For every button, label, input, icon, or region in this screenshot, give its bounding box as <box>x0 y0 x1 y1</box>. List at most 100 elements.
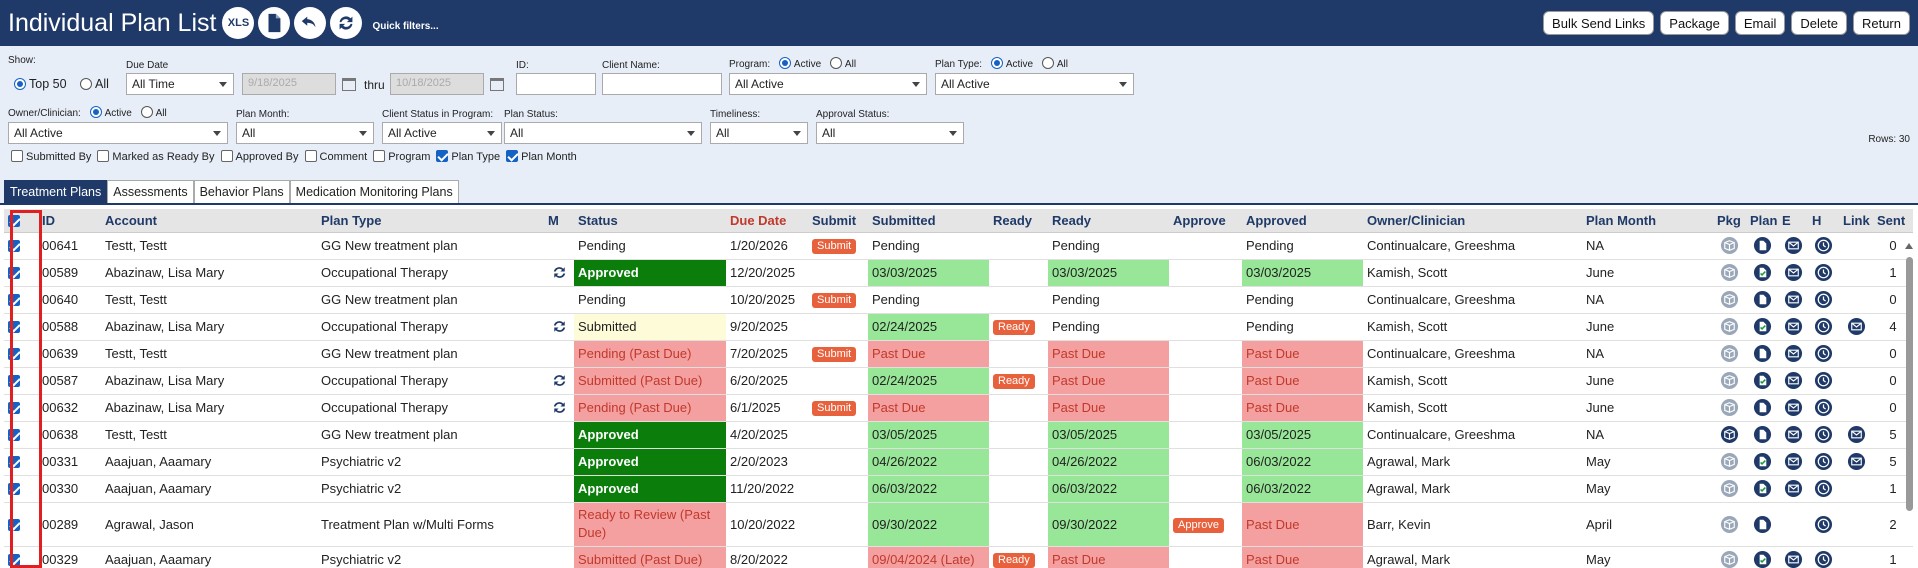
cell-account[interactable]: Testt, Testt <box>101 421 317 449</box>
calendar-icon[interactable] <box>490 78 504 91</box>
package-icon[interactable] <box>1720 371 1739 390</box>
calendar-icon[interactable] <box>342 78 356 91</box>
account-name[interactable]: Aaajuan, Aaamary <box>105 481 212 496</box>
cell-account[interactable]: Abazinaw, Lisa Mary <box>101 313 317 341</box>
plan-document-icon[interactable] <box>1753 398 1772 417</box>
history-icon[interactable] <box>1814 344 1833 363</box>
quick-filters-link[interactable]: Quick filters... <box>372 20 439 32</box>
account-name[interactable]: Abazinaw, Lisa Mary <box>105 373 225 388</box>
row-checkbox[interactable] <box>4 259 38 287</box>
plan-signed-icon[interactable] <box>1753 452 1772 471</box>
program-active-radio[interactable] <box>778 57 791 69</box>
history-icon[interactable] <box>1814 425 1833 444</box>
toggle-comment[interactable]: Comment <box>304 150 367 163</box>
account-name[interactable]: Aaajuan, Aaamary <box>105 552 212 567</box>
plan-signed-icon[interactable] <box>1753 550 1772 568</box>
plan-type-select[interactable]: All Active <box>935 73 1134 95</box>
email-icon[interactable] <box>1784 317 1803 336</box>
row-checkbox[interactable] <box>4 421 38 449</box>
plan-signed-icon[interactable] <box>1753 317 1772 336</box>
cell-account[interactable]: Aaajuan, Aaamary <box>101 475 317 503</box>
toggle-marked-ready-by[interactable]: Marked as Ready By <box>97 150 215 163</box>
timeliness-select[interactable]: All <box>710 122 808 144</box>
email-icon[interactable] <box>1784 479 1803 498</box>
col-h[interactable]: H <box>1808 209 1839 233</box>
row-checkbox[interactable] <box>4 475 38 503</box>
col-plan[interactable]: Plan <box>1746 209 1778 233</box>
table-row[interactable]: 00329 Aaajuan, Aaamary Psychiatric v2 Submi… <box>4 546 1913 568</box>
cell-account[interactable]: Abazinaw, Lisa Mary <box>101 367 317 395</box>
package-icon[interactable] <box>1720 452 1739 471</box>
date-from-input[interactable]: 9/18/2025 <box>242 73 336 95</box>
client-name-input[interactable] <box>602 73 722 95</box>
table-row[interactable]: 00589 Abazinaw, Lisa Mary Occupational The… <box>4 259 1913 287</box>
table-row[interactable]: 00632 Abazinaw, Lisa Mary Occupational The… <box>4 394 1913 422</box>
package-icon[interactable] <box>1720 317 1739 336</box>
ready-button[interactable]: Ready <box>993 374 1035 389</box>
col-approve[interactable]: Approve <box>1169 209 1242 233</box>
package-icon[interactable] <box>1720 236 1739 255</box>
email-icon[interactable] <box>1784 398 1803 417</box>
package-icon[interactable] <box>1720 263 1739 282</box>
account-name[interactable]: Testt, Testt <box>105 346 167 361</box>
bulk-send-links-button[interactable]: Bulk Send Links <box>1543 11 1655 35</box>
history-icon[interactable] <box>1814 317 1833 336</box>
row-checkbox[interactable] <box>4 367 38 395</box>
tab-assessments[interactable]: Assessments <box>107 180 194 203</box>
tab-treatment-plans[interactable]: Treatment Plans <box>4 180 108 203</box>
submit-button[interactable]: Submit <box>812 347 857 362</box>
submit-button[interactable]: Submit <box>812 401 857 416</box>
plan-document-icon[interactable] <box>1753 344 1772 363</box>
col-status[interactable]: Status <box>574 209 726 233</box>
table-row[interactable]: 00331 Aaajuan, Aaamary Psychiatric v2 Appro… <box>4 448 1913 476</box>
sync-icon[interactable] <box>550 398 569 417</box>
row-checkbox[interactable] <box>4 232 38 260</box>
package-icon[interactable] <box>1720 515 1739 534</box>
refresh-icon[interactable] <box>330 7 363 39</box>
package-icon[interactable] <box>1720 344 1739 363</box>
toggle-submitted-by[interactable]: Submitted By <box>11 150 91 163</box>
link-email-icon[interactable] <box>1847 317 1866 336</box>
undo-icon[interactable] <box>294 7 327 39</box>
row-checkbox[interactable] <box>4 546 38 568</box>
row-checkbox[interactable] <box>4 313 38 341</box>
table-row[interactable]: 00639 Testt, Testt GG New treatment plan Pe… <box>4 340 1913 368</box>
xls-export-icon[interactable]: XLS <box>222 7 255 39</box>
account-name[interactable]: Testt, Testt <box>105 292 167 307</box>
ready-button[interactable]: Ready <box>993 553 1035 568</box>
toggle-program[interactable]: Program <box>373 150 430 163</box>
sync-icon[interactable] <box>550 317 569 336</box>
row-checkbox[interactable] <box>4 286 38 314</box>
due-date-select[interactable]: All Time <box>126 73 234 95</box>
col-submit[interactable]: Submit <box>808 209 868 233</box>
plan-type-all-radio[interactable] <box>1041 57 1054 69</box>
cell-account[interactable]: Agrawal, Jason <box>101 502 317 547</box>
email-icon[interactable] <box>1784 236 1803 255</box>
ready-button[interactable]: Ready <box>993 320 1035 335</box>
submit-button[interactable]: Submit <box>812 293 857 308</box>
plan-document-icon[interactable] <box>1753 290 1772 309</box>
approval-status-select[interactable]: All <box>816 122 964 144</box>
account-name[interactable]: Aaajuan, Aaamary <box>105 454 212 469</box>
date-to-input[interactable]: 10/18/2025 <box>390 73 484 95</box>
cell-account[interactable]: Testt, Testt <box>101 232 317 260</box>
plan-signed-icon[interactable] <box>1753 371 1772 390</box>
table-row[interactable]: 00588 Abazinaw, Lisa Mary Occupational The… <box>4 313 1913 341</box>
email-icon[interactable] <box>1784 263 1803 282</box>
return-button[interactable]: Return <box>1852 11 1910 35</box>
col-sent[interactable]: Sent <box>1873 209 1913 233</box>
email-icon[interactable] <box>1784 425 1803 444</box>
plan-document-icon[interactable] <box>1753 515 1772 534</box>
show-all-radio[interactable]: All <box>80 77 109 91</box>
account-name[interactable]: Testt, Testt <box>105 427 167 442</box>
owner-active-radio[interactable] <box>89 106 102 118</box>
row-checkbox[interactable] <box>4 502 38 547</box>
tab-medication-monitoring-plans[interactable]: Medication Monitoring Plans <box>289 180 459 203</box>
table-row[interactable]: 00289 Agrawal, Jason Treatment Plan w/Mult… <box>4 502 1913 547</box>
package-button[interactable]: Package <box>1660 11 1729 35</box>
tab-behavior-plans[interactable]: Behavior Plans <box>193 180 290 203</box>
grid-scrollbar[interactable] <box>1904 243 1914 518</box>
history-icon[interactable] <box>1814 479 1833 498</box>
account-name[interactable]: Abazinaw, Lisa Mary <box>105 265 225 280</box>
package-icon[interactable] <box>1720 550 1739 568</box>
